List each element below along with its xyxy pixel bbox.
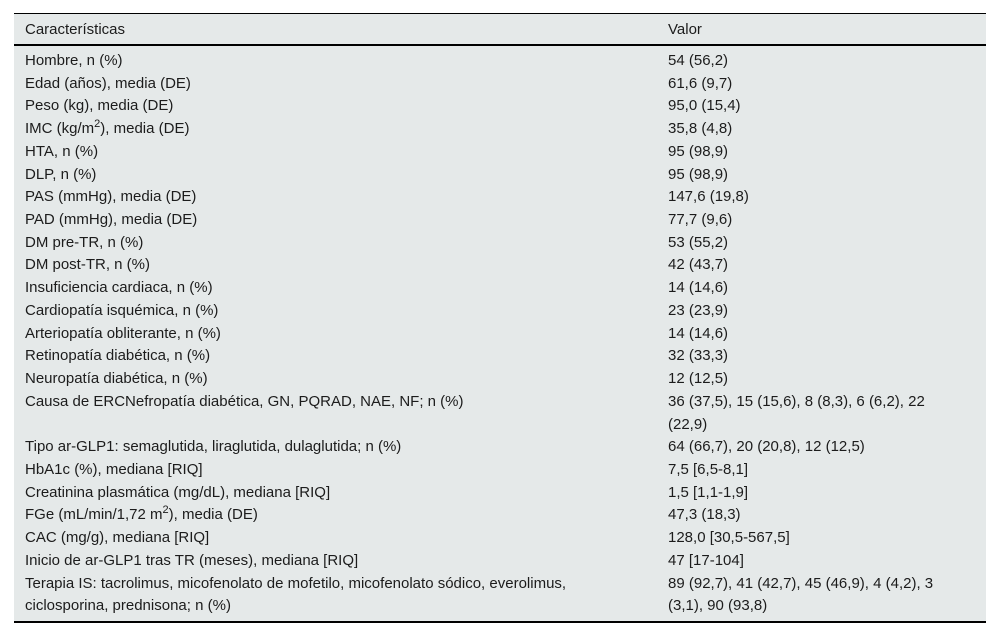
table-row: CAC (mg/g), mediana [RIQ] 128,0 [30,5-567… <box>14 527 986 550</box>
row-label: Peso (kg), media (DE) <box>25 97 174 115</box>
table-row: Creatinina plasmática (mg/dL), mediana [… <box>14 482 986 505</box>
row-value: 35,8 (4,8) <box>668 120 733 138</box>
row-value: 95 (98,9) <box>668 142 729 160</box>
row-value: 61,6 (9,7) <box>668 74 733 92</box>
table-row: HbA1c (%), mediana [RIQ] 7,5 [6,5-8,1] <box>14 459 986 482</box>
table-row: PAD (mmHg), media (DE) 77,7 (9,6) <box>14 209 986 232</box>
table-row: PAS (mmHg), media (DE) 147,6 (19,8) <box>14 186 986 209</box>
document-page: Características Valor Hombre, n (%) 54 (5… <box>14 13 986 623</box>
table-row: Terapia IS: tacrolimus, micofenolato de … <box>14 573 986 622</box>
table-row: Hombre, n (%) 54 (56,2) <box>14 45 986 73</box>
table-header: Características Valor <box>14 13 986 46</box>
row-value: 12 (12,5) <box>668 370 729 388</box>
superscript-2: 2 <box>94 118 101 131</box>
table-row: IMC (kg/m2), media (DE) 35,8 (4,8) <box>14 118 986 141</box>
characteristics-table: Características Valor Hombre, n (%) 54 (5… <box>14 13 986 623</box>
row-label: Terapia IS: tacrolimus, micofenolato de … <box>25 574 567 615</box>
row-label: HbA1c (%), mediana [RIQ] <box>25 460 203 478</box>
row-label: PAS (mmHg), media (DE) <box>25 188 197 206</box>
table-row: Insuficiencia cardiaca, n (%) 14 (14,6) <box>14 277 986 300</box>
row-label: Arteriopatía obliterante, n (%) <box>25 324 221 342</box>
table-row: Cardiopatía isquémica, n (%) 23 (23,9) <box>14 300 986 323</box>
table-row: Peso (kg), media (DE) 95,0 (15,4) <box>14 95 986 118</box>
table-row: Edad (años), media (DE) 61,6 (9,7) <box>14 73 986 96</box>
row-label: DM pre-TR, n (%) <box>25 233 144 251</box>
column-header-valor: Valor <box>668 13 986 46</box>
row-value: 14 (14,6) <box>668 279 729 297</box>
row-label: Insuficiencia cardiaca, n (%) <box>25 279 213 297</box>
row-label: CAC (mg/g), mediana [RIQ] <box>25 529 210 547</box>
row-value: 42 (43,7) <box>668 256 729 274</box>
row-label: Neuropatía diabética, n (%) <box>25 370 208 388</box>
table-row: DLP, n (%) 95 (98,9) <box>14 164 986 187</box>
row-value: 47,3 (18,3) <box>668 506 741 524</box>
row-value: 95 (98,9) <box>668 165 729 183</box>
row-value: 147,6 (19,8) <box>668 188 749 206</box>
table-row: DM post-TR, n (%) 42 (43,7) <box>14 254 986 277</box>
column-header-caracteristicas: Características <box>14 13 668 46</box>
row-value: 32 (33,3) <box>668 347 729 365</box>
row-label: Causa de ERCNefropatía diabética, GN, PQ… <box>25 392 464 410</box>
row-label: Retinopatía diabética, n (%) <box>25 347 211 365</box>
row-value: 36 (37,5), 15 (15,6), 8 (8,3), 6 (6,2), … <box>668 392 925 433</box>
row-value: 14 (14,6) <box>668 324 729 342</box>
table-row: Neuropatía diabética, n (%) 12 (12,5) <box>14 368 986 391</box>
table-row: HTA, n (%) 95 (98,9) <box>14 141 986 164</box>
row-label: Hombre, n (%) <box>25 52 123 69</box>
table-row: Retinopatía diabética, n (%) 32 (33,3) <box>14 345 986 368</box>
row-value: 128,0 [30,5-567,5] <box>668 529 790 547</box>
row-value: 64 (66,7), 20 (20,8), 12 (12,5) <box>668 438 865 456</box>
table-row: FGe (mL/min/1,72 m2), media (DE) 47,3 (18… <box>14 504 986 527</box>
table-row: Causa de ERCNefropatía diabética, GN, PQ… <box>14 391 986 436</box>
table-body: Hombre, n (%) 54 (56,2) Edad (años), media… <box>14 45 986 622</box>
row-value: 89 (92,7), 41 (42,7), 45 (46,9), 4 (4,2)… <box>668 574 934 615</box>
row-label: Creatinina plasmática (mg/dL), mediana [… <box>25 483 331 501</box>
row-label: PAD (mmHg), media (DE) <box>25 211 198 229</box>
row-value: 23 (23,9) <box>668 301 729 319</box>
row-value: 77,7 (9,6) <box>668 211 733 229</box>
row-label: IMC (kg/m2), media (DE) <box>25 118 190 138</box>
row-label: HTA, n (%) <box>25 142 99 160</box>
row-value: 1,5 [1,1-1,9] <box>668 483 749 501</box>
row-label: DLP, n (%) <box>25 165 97 183</box>
row-label: Tipo ar-GLP1: semaglutida, liraglutida, … <box>25 438 402 456</box>
row-value: 7,5 [6,5-8,1] <box>668 460 749 478</box>
row-value: 47 [17-104] <box>668 551 744 569</box>
table-row: Arteriopatía obliterante, n (%) 14 (14,6) <box>14 323 986 346</box>
row-label: DM post-TR, n (%) <box>25 256 151 274</box>
table-row: Inicio de ar-GLP1 tras TR (meses), media… <box>14 550 986 573</box>
row-label: Inicio de ar-GLP1 tras TR (meses), media… <box>25 551 359 569</box>
table-row: DM pre-TR, n (%) 53 (55,2) <box>14 232 986 255</box>
row-label: FGe (mL/min/1,72 m2), media (DE) <box>25 504 258 524</box>
row-label: Cardiopatía isquémica, n (%) <box>25 301 219 319</box>
row-value: 54 (56,2) <box>668 52 729 69</box>
row-value: 95,0 (15,4) <box>668 97 741 115</box>
header-row: Características Valor <box>14 13 986 46</box>
row-value: 53 (55,2) <box>668 233 729 251</box>
table-row: Tipo ar-GLP1: semaglutida, liraglutida, … <box>14 436 986 459</box>
row-label: Edad (años), media (DE) <box>25 74 191 92</box>
superscript-2: 2 <box>162 504 169 517</box>
